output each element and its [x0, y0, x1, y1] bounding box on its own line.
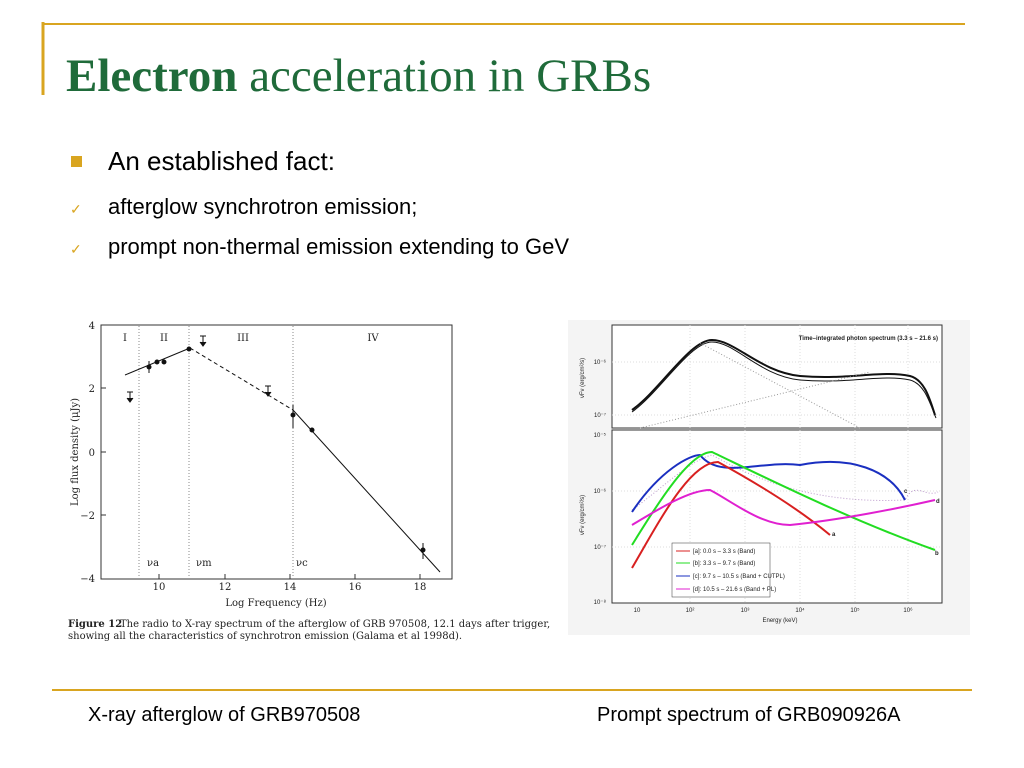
x-tick-label: 10 — [153, 582, 166, 593]
x-axis-label: Log Frequency (Hz) — [225, 598, 326, 609]
legend-entry: [d]: 10.5 s – 21.6 s (Band + PL) — [693, 587, 776, 593]
y-tick-label: 10⁻⁶ — [594, 359, 607, 366]
x-tick-label: 10⁶ — [903, 607, 913, 614]
curve-label: c — [904, 489, 908, 495]
spectrum-model — [124, 347, 441, 573]
x-tick-label: 10³ — [741, 608, 750, 614]
total-curve — [631, 341, 937, 419]
y-tick-label: 0 — [89, 448, 95, 459]
region-label: III — [237, 333, 249, 344]
y-tick-label: 10⁻⁸ — [594, 599, 607, 606]
x-tick-label: 14 — [284, 582, 297, 593]
bullet-text: An established fact: — [108, 146, 335, 176]
y-axis-label: νFν (erg/cm²/s) — [580, 495, 586, 535]
curve-label: a — [832, 532, 836, 538]
legend-entry: [c]: 9.7 s – 10.5 s (Band + CUTPL) — [693, 574, 785, 580]
y-tick-label: 10⁻⁷ — [594, 544, 606, 551]
region-label: II — [160, 333, 168, 344]
y-tick-label: −4 — [80, 574, 95, 585]
x-tick-label: 16 — [349, 582, 362, 593]
x-axis-label: Energy (keV) — [762, 618, 797, 624]
break-label: νa — [147, 558, 159, 569]
y-tick-label: −2 — [80, 511, 95, 522]
caption-line: showing all the characteristics of synch… — [68, 631, 462, 642]
legend-box — [671, 542, 771, 598]
check-mark: ✓ — [70, 203, 82, 218]
legend-entry: [b]: 3.3 s – 9.7 s (Band) — [693, 561, 755, 567]
component-curves — [631, 454, 939, 511]
bottom-panel — [611, 429, 943, 604]
region-label: IV — [367, 333, 379, 344]
title-bold: Electron — [66, 50, 237, 102]
y-axis-label: Log flux density (μJy) — [70, 398, 81, 506]
curve-c — [631, 453, 906, 513]
figure-caption: X-ray afterglow of GRB970508 — [88, 704, 360, 726]
caption-label: Figure 12 — [68, 619, 122, 630]
ticks — [101, 387, 421, 579]
x-tick-label: 12 — [219, 582, 232, 593]
region-label: I — [123, 333, 127, 344]
legend-entry: [a]: 0.0 s – 3.3 s (Band) — [693, 549, 755, 555]
curve-label: d — [936, 499, 940, 505]
component-curves — [639, 342, 871, 429]
prompt-figure: Time–integrated photon spectrum (3.3 s –… — [568, 320, 970, 635]
afterglow-figure: 4 2 0 −2 −4 10 12 14 16 18 Log Frequency… — [68, 321, 550, 642]
x-tick-label: 10⁵ — [850, 607, 860, 614]
y-tick-label: 10⁻⁵ — [594, 432, 607, 439]
x-tick-label: 10² — [686, 608, 695, 614]
y-tick-label: 2 — [89, 384, 95, 395]
curve-a — [631, 460, 831, 569]
check-mark: ✓ — [70, 243, 82, 258]
y-tick-label: 4 — [89, 321, 95, 332]
bullet-square — [71, 156, 82, 167]
slide-title: Electron acceleration in GRBs — [66, 50, 651, 102]
x-tick-label: 18 — [414, 582, 427, 593]
x-tick-label: 10 — [634, 608, 641, 614]
break-label: νm — [196, 558, 212, 569]
curve-b — [631, 450, 936, 551]
break-lines — [138, 326, 294, 578]
curve-d — [631, 488, 936, 527]
y-axis-label: νFν (erg/cm²/s) — [580, 358, 586, 398]
figure-caption: Prompt spectrum of GRB090926A — [597, 704, 901, 726]
x-tick-label: 10⁴ — [795, 607, 805, 614]
caption-line: The radio to X-ray spectrum of the after… — [120, 619, 550, 630]
panel-title: Time–integrated photon spectrum (3.3 s –… — [799, 336, 938, 342]
sub-bullet: prompt non-thermal emission extending to… — [108, 234, 569, 259]
y-tick-label: 10⁻⁷ — [594, 412, 606, 419]
total-curve — [631, 338, 936, 416]
title-rest: acceleration in GRBs — [249, 50, 651, 102]
sub-bullet: afterglow synchrotron emission; — [108, 194, 417, 219]
data-points — [126, 335, 426, 559]
break-label: νc — [296, 558, 308, 569]
y-tick-label: 10⁻⁶ — [594, 488, 607, 495]
curve-label: b — [935, 551, 939, 557]
